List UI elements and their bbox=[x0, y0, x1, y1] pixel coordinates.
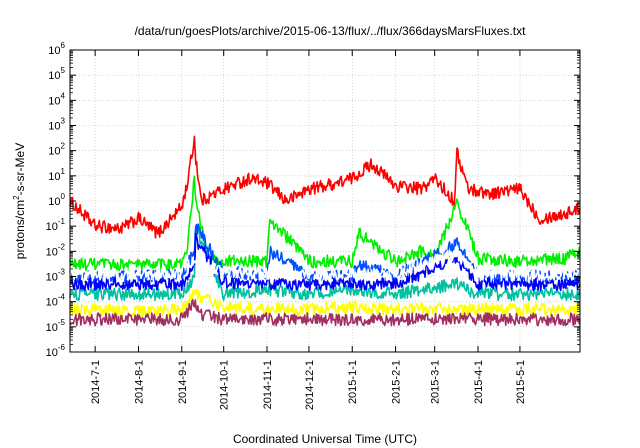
y-tick-label: 10-3 bbox=[46, 268, 66, 284]
y-tick-label-base: 10 bbox=[48, 171, 60, 183]
y-tick-label-base: 10 bbox=[46, 272, 58, 284]
y-tick-label-exponent: 6 bbox=[61, 41, 66, 50]
y-tick-label-exponent: -5 bbox=[58, 318, 66, 327]
y-tick-label: 104 bbox=[48, 91, 65, 107]
y-tick-label-exponent: -1 bbox=[58, 217, 66, 226]
y-tick-label-exponent: 5 bbox=[61, 66, 66, 75]
y-tick-label: 10-1 bbox=[46, 217, 66, 233]
y-tick-label: 10-2 bbox=[46, 242, 66, 258]
series-layer bbox=[69, 135, 581, 327]
series-line bbox=[69, 226, 581, 302]
x-tick-label: 2015-3-1 bbox=[430, 360, 442, 404]
y-tick-label-base: 10 bbox=[48, 45, 60, 57]
series-line bbox=[69, 232, 581, 292]
y-axis-title: protons/cm2-s-sr-MeV bbox=[12, 143, 27, 259]
y-tick-label-base: 10 bbox=[48, 95, 60, 107]
y-tick-label-exponent: 0 bbox=[61, 192, 66, 201]
x-tick-label: 2015-5-1 bbox=[515, 360, 527, 404]
y-tick-label-base: 10 bbox=[46, 322, 58, 334]
series-line bbox=[69, 135, 581, 239]
series-line bbox=[69, 175, 581, 272]
x-tick-label: 2015-1-1 bbox=[347, 360, 359, 404]
y-tick-label-exponent: -3 bbox=[58, 268, 66, 277]
x-tick-label: 2014-11-1 bbox=[262, 360, 274, 409]
series-line bbox=[69, 298, 581, 327]
y-axis-title-pre: protons/cm bbox=[13, 200, 27, 259]
y-tick-label-exponent: 4 bbox=[61, 91, 66, 100]
x-tick-labels: 2014-7-1 2014-8-1 2014-9-1 2014-10-1 2014-11… bbox=[90, 360, 527, 410]
y-tick-label-exponent: 2 bbox=[61, 142, 66, 151]
chart-title: /data/run/goesPlots/archive/2015-06-13/f… bbox=[135, 24, 527, 38]
y-tick-label: 10-6 bbox=[46, 343, 66, 359]
axis-ticks bbox=[70, 49, 580, 353]
y-tick-label-base: 10 bbox=[48, 70, 60, 82]
y-tick-label-base: 10 bbox=[48, 146, 60, 158]
y-tick-labels: 10-610-510-410-310-210-11001011021031041… bbox=[46, 41, 66, 359]
x-tick-label: 2014-7-1 bbox=[90, 360, 102, 404]
y-tick-label: 105 bbox=[48, 66, 65, 82]
y-tick-label: 103 bbox=[48, 117, 65, 133]
y-tick-label-exponent: 3 bbox=[61, 117, 66, 126]
y-tick-label-base: 10 bbox=[48, 196, 60, 208]
y-tick-label: 101 bbox=[48, 167, 65, 183]
y-tick-label: 102 bbox=[48, 142, 65, 158]
y-tick-label-base: 10 bbox=[46, 297, 58, 309]
x-tick-label: 2014-10-1 bbox=[219, 360, 231, 410]
x-tick-label: 2014-9-1 bbox=[177, 360, 189, 404]
y-tick-label-exponent: -4 bbox=[58, 293, 66, 302]
y-tick-label-exponent: 1 bbox=[61, 167, 66, 176]
x-axis-title: Coordinated Universal Time (UTC) bbox=[233, 432, 417, 446]
y-tick-label-base: 10 bbox=[48, 121, 60, 133]
y-tick-label-base: 10 bbox=[46, 246, 58, 258]
series-line bbox=[69, 247, 581, 282]
y-axis-title-post: -s-sr-MeV bbox=[13, 143, 27, 196]
y-tick-label: 10-4 bbox=[46, 293, 66, 309]
y-axis-title-sup: 2 bbox=[12, 195, 21, 200]
x-tick-label: 2014-12-1 bbox=[304, 360, 316, 410]
y-tick-label-exponent: -2 bbox=[58, 242, 66, 251]
y-tick-label-base: 10 bbox=[46, 347, 58, 359]
x-tick-label: 2015-4-1 bbox=[473, 360, 485, 404]
x-tick-label: 2014-8-1 bbox=[133, 360, 145, 404]
x-tick-label: 2015-2-1 bbox=[391, 360, 403, 404]
y-tick-label: 100 bbox=[48, 192, 65, 208]
y-tick-label: 106 bbox=[48, 41, 65, 57]
y-tick-label-base: 10 bbox=[46, 221, 58, 233]
y-tick-label: 10-5 bbox=[46, 318, 66, 334]
y-tick-label-exponent: -6 bbox=[58, 343, 66, 352]
